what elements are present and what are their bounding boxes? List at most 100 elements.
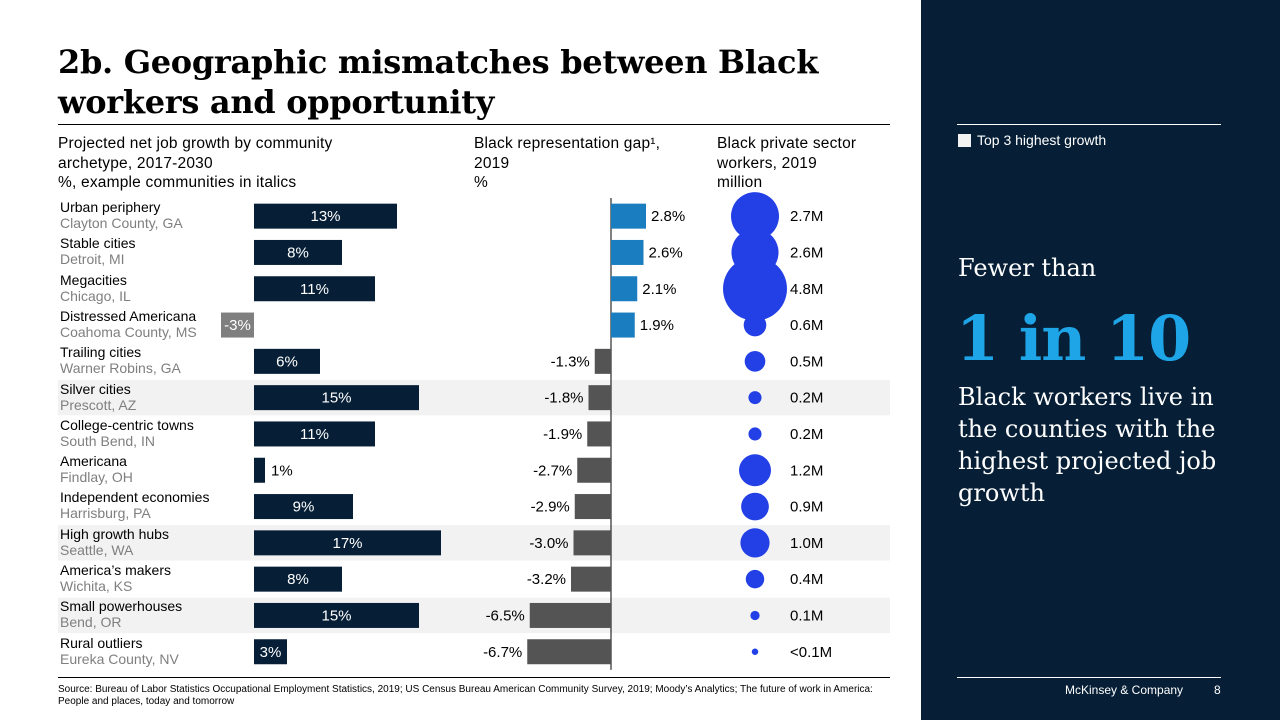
gap-value-label: -2.7% [533, 462, 572, 479]
growth-header-line2: archetype, 2017-2030 [58, 154, 213, 172]
gap-value-label: -3.2% [527, 571, 566, 588]
row-label: Independent economies Harrisburg, PA [60, 489, 250, 521]
chart: 13% 8% 11% -3% 6% 15% 11% 1% 9% 17% 8% 15% 3% 2.8% 2.6… [58, 192, 890, 670]
gap-value-label: -2.9% [531, 499, 570, 516]
growth-value-label: 9% [293, 499, 315, 516]
growth-bar [221, 312, 254, 338]
worker-value-label: 0.6M [790, 317, 823, 334]
callout-text: Black workers live in the counties with … [958, 383, 1217, 507]
gap-bar [611, 312, 635, 338]
workers-column-header: Black private sector workers, 2019 milli… [717, 134, 887, 193]
worker-bubble [743, 313, 767, 337]
archetype-name: Urban periphery [60, 199, 161, 215]
gap-bar [577, 457, 611, 483]
workers-header-line2: workers, 2019 [717, 154, 817, 172]
gap-bar [571, 566, 611, 592]
worker-bubble [745, 569, 765, 589]
row-label: Stable cities Detroit, MI [60, 235, 250, 267]
archetype-name: Trailing cities [60, 344, 142, 361]
growth-bar [254, 566, 342, 592]
page-title: 2b. Geographic mismatches between Black … [58, 43, 819, 121]
archetype-name: Rural outliers [60, 634, 143, 651]
worker-bubble [748, 427, 762, 441]
archetype-name: America’s makers [60, 562, 171, 578]
worker-value-label: 1.2M [790, 462, 823, 479]
brand-name: McKinsey & Company [1065, 683, 1184, 697]
page-number: 8 [1214, 683, 1221, 697]
archetype-name: Americana [60, 453, 127, 470]
example-community: Detroit, MI [60, 251, 125, 268]
gap-value-label: -1.3% [551, 353, 590, 370]
example-community: Wichita, KS [60, 578, 133, 594]
growth-bar [254, 385, 419, 411]
growth-value-label: -3% [224, 317, 251, 334]
row-label: Megacities Chicago, IL [60, 272, 250, 304]
growth-value-label: 11% [300, 281, 329, 298]
gap-value-label: 2.1% [642, 281, 676, 298]
workers-header-line1: Black private sector [717, 135, 857, 152]
example-community: Chicago, IL [60, 287, 131, 304]
growth-bar [254, 457, 265, 483]
worker-value-label: 4.8M [790, 281, 823, 298]
callout-big-number: 1 in 10 [956, 302, 1191, 375]
gap-value-label: -3.0% [529, 535, 568, 552]
gap-header-line3: % [474, 174, 488, 191]
growth-bar [254, 203, 397, 229]
row-label: Distressed Americana Coahoma County, MS [60, 308, 250, 340]
example-community: Coahoma County, MS [60, 323, 197, 340]
growth-bar [254, 530, 441, 556]
growth-bar [254, 276, 375, 302]
gap-value-label: -6.7% [483, 644, 522, 661]
growth-value-label: 13% [310, 208, 340, 225]
gap-bar [527, 639, 611, 665]
gap-bar [573, 530, 611, 556]
growth-bar [254, 639, 287, 665]
archetype-name: Distressed Americana [60, 307, 197, 324]
gap-bar [611, 276, 638, 302]
row-label: Silver cities Prescott, AZ [60, 381, 250, 413]
growth-bar [254, 239, 342, 265]
worker-bubble [744, 351, 766, 372]
worker-bubble [739, 454, 771, 487]
worker-bubble [751, 648, 759, 656]
gap-bar [594, 348, 611, 374]
example-community: South Bend, IN [60, 432, 155, 449]
growth-column-header: Projected net job growth by community ar… [58, 134, 438, 193]
growth-header-line3: %, example communities in italics [58, 174, 297, 191]
growth-value-label: 15% [321, 607, 351, 624]
worker-bubble [740, 528, 770, 558]
archetype-name: Independent economies [60, 489, 210, 506]
row-label: College-centric towns South Bend, IN [60, 417, 250, 449]
legend-swatch [958, 134, 971, 147]
row-label: Urban periphery Clayton County, GA [60, 199, 250, 231]
worker-bubble [723, 256, 787, 321]
worker-value-label: 0.2M [790, 390, 823, 407]
worker-value-label: 0.1M [790, 607, 823, 624]
workers-header-line3: million [717, 174, 763, 191]
example-community: Warner Robins, GA [60, 360, 181, 377]
growth-value-label: 15% [321, 390, 351, 407]
growth-value-label: 6% [276, 353, 298, 370]
growth-value-label: 3% [260, 644, 282, 661]
row-label: Trailing cities Warner Robins, GA [60, 344, 250, 376]
growth-bar [254, 602, 419, 628]
example-community: Harrisburg, PA [60, 505, 151, 522]
gap-bar [529, 602, 611, 628]
gap-value-label: -6.5% [486, 607, 525, 624]
worker-value-label: 0.5M [790, 353, 823, 370]
gap-value-label: -1.9% [543, 426, 582, 443]
example-community: Seattle, WA [60, 541, 134, 558]
growth-value-label: 8% [287, 571, 309, 588]
example-community: Eureka County, NV [60, 650, 179, 667]
growth-value-label: 17% [332, 535, 362, 552]
gap-bar [611, 203, 646, 229]
gap-bar [588, 385, 611, 411]
row-label: Rural outliers Eureka County, NV [60, 635, 250, 667]
growth-bar [254, 421, 375, 447]
panel-divider-top [957, 124, 1221, 125]
worker-bubble [731, 192, 779, 241]
gap-value-label: 2.8% [651, 208, 685, 225]
callout-lead: Fewer than [958, 254, 1097, 282]
gap-bar [574, 494, 611, 520]
archetype-name: Stable cities [60, 235, 136, 252]
